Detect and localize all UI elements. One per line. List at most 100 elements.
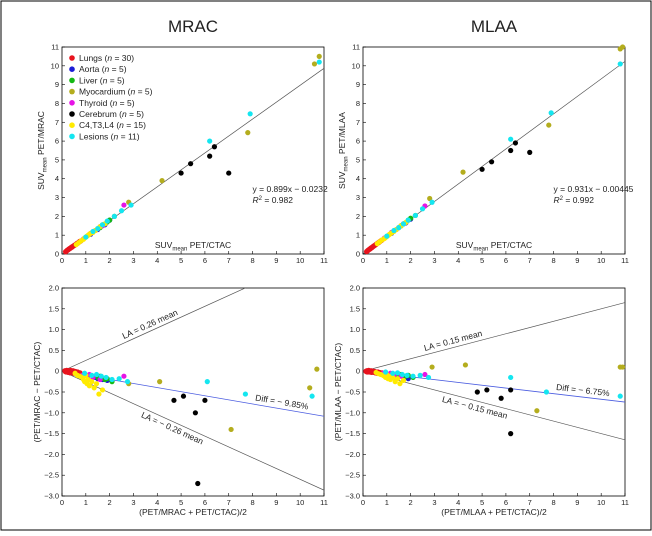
y-tick-label: 0 <box>55 367 59 376</box>
y-tick-label: −3.0 <box>44 492 59 501</box>
y-axis-label-rest: PET/MLAA <box>337 112 347 157</box>
y-tick-label: −2.5 <box>345 471 360 480</box>
x-axis-label-main: SUV <box>155 240 173 250</box>
series-cerebrum <box>479 140 533 172</box>
x-tick-label: 8 <box>250 498 254 507</box>
x-axis-label: SUVmean PET/CTAC <box>155 240 231 253</box>
y-tick-label: 10 <box>352 61 360 70</box>
data-point <box>211 144 218 150</box>
x-tick-label: 7 <box>227 498 231 507</box>
data-point <box>617 393 623 399</box>
data-point <box>620 364 626 370</box>
x-tick-label: 3 <box>131 256 135 265</box>
x-tick-label: 7 <box>227 256 231 265</box>
x-tick-label: 7 <box>528 256 532 265</box>
y-tick-label: 8 <box>356 99 360 108</box>
r-squared-symbol: R <box>554 195 560 205</box>
data-point <box>195 480 201 487</box>
series-cerebrum <box>474 387 514 437</box>
data-point <box>427 195 433 202</box>
data-point <box>391 227 397 234</box>
x-tick-label: 5 <box>480 498 484 507</box>
legend-paren-close: ) <box>124 64 127 74</box>
series-myocardium <box>427 44 626 202</box>
legend-marker <box>69 88 75 95</box>
legend-n-value: 15 <box>134 120 144 130</box>
legend-entry: Cerebrum (n = 5) <box>79 109 144 119</box>
y-tick-label: 4 <box>356 174 360 183</box>
x-axis-label: SUVmean PET/CTAC <box>456 240 532 253</box>
legend-paren-close: ) <box>132 98 135 108</box>
y-tick-label: 0 <box>356 367 360 376</box>
legend-entry: Aorta (n = 5) <box>79 64 127 74</box>
legend-entry: Myocardium (n = 5) <box>79 87 153 97</box>
data-point <box>498 395 504 401</box>
legend-n-value: 5 <box>127 98 132 108</box>
data-point <box>462 362 469 368</box>
data-point <box>384 233 390 239</box>
data-point <box>157 379 163 385</box>
upper-limit-line <box>62 288 247 372</box>
data-point <box>396 225 402 231</box>
y-tick-label: 11 <box>51 43 59 52</box>
data-point <box>159 178 165 184</box>
legend-n-symbol: n <box>131 87 136 97</box>
upper-limit-line <box>363 302 625 372</box>
data-point <box>425 374 432 381</box>
r-squared-exponent: 2 <box>259 196 263 202</box>
legend-paren-open: ( <box>99 64 104 74</box>
data-point <box>128 202 134 208</box>
y-tick-label: −2.5 <box>44 471 59 480</box>
data-point <box>527 149 533 155</box>
legend-n-value: 5 <box>136 109 141 119</box>
legend-paren-open: ( <box>97 75 102 85</box>
legend-entry: Liver (n = 5) <box>79 75 125 85</box>
x-tick-label: 9 <box>575 256 579 265</box>
data-point <box>422 371 428 378</box>
y-tick-label: −1.5 <box>345 429 360 438</box>
x-tick-label: 4 <box>456 256 460 265</box>
y-tick-label: 2.0 <box>350 284 360 293</box>
y-tick-label: 1.0 <box>350 325 360 334</box>
legend-paren-open: ( <box>102 53 107 63</box>
y-tick-label: 9 <box>55 80 59 89</box>
x-tick-label: 5 <box>480 256 484 265</box>
data-point <box>82 370 88 376</box>
data-point <box>484 387 490 393</box>
y-tick-label: 0 <box>55 250 59 259</box>
legend-equals: = <box>112 53 122 63</box>
data-point <box>228 426 234 433</box>
data-point <box>226 170 232 176</box>
data-point <box>93 371 100 378</box>
data-point <box>419 206 426 212</box>
x-tick-label: 8 <box>250 256 254 265</box>
data-point <box>111 213 117 219</box>
series-myocardium <box>429 362 626 414</box>
x-tick-label: 1 <box>84 256 88 265</box>
data-point <box>89 372 95 378</box>
x-axis-label: (PET/MLAA + PET/CTAC)/2 <box>441 507 547 517</box>
y-tick-label: −0.5 <box>44 388 59 397</box>
y-tick-label: 4 <box>55 174 59 183</box>
y-tick-label: 1.5 <box>49 304 59 313</box>
x-tick-label: 9 <box>575 498 579 507</box>
y-tick-label: 2 <box>55 212 59 221</box>
legend-n-value: 5 <box>145 87 150 97</box>
x-tick-label: 8 <box>551 256 555 265</box>
data-point <box>93 381 100 387</box>
data-point <box>316 53 322 60</box>
data-point <box>192 410 198 416</box>
data-point <box>99 222 106 228</box>
x-tick-label: 1 <box>385 256 389 265</box>
y-axis-label: (PET/MRAC − PET/CTAC) <box>32 341 42 442</box>
data-point <box>405 217 411 223</box>
data-point <box>543 389 550 395</box>
legend-entry: Lungs (n = 30) <box>79 53 134 63</box>
x-axis-label-rest: PET/CTAC <box>488 240 532 250</box>
plot-frame <box>61 46 325 255</box>
y-tick-label: 7 <box>356 118 360 127</box>
data-point <box>99 387 106 393</box>
legend-paren-close: ) <box>122 75 125 85</box>
series-lesions <box>383 369 623 399</box>
